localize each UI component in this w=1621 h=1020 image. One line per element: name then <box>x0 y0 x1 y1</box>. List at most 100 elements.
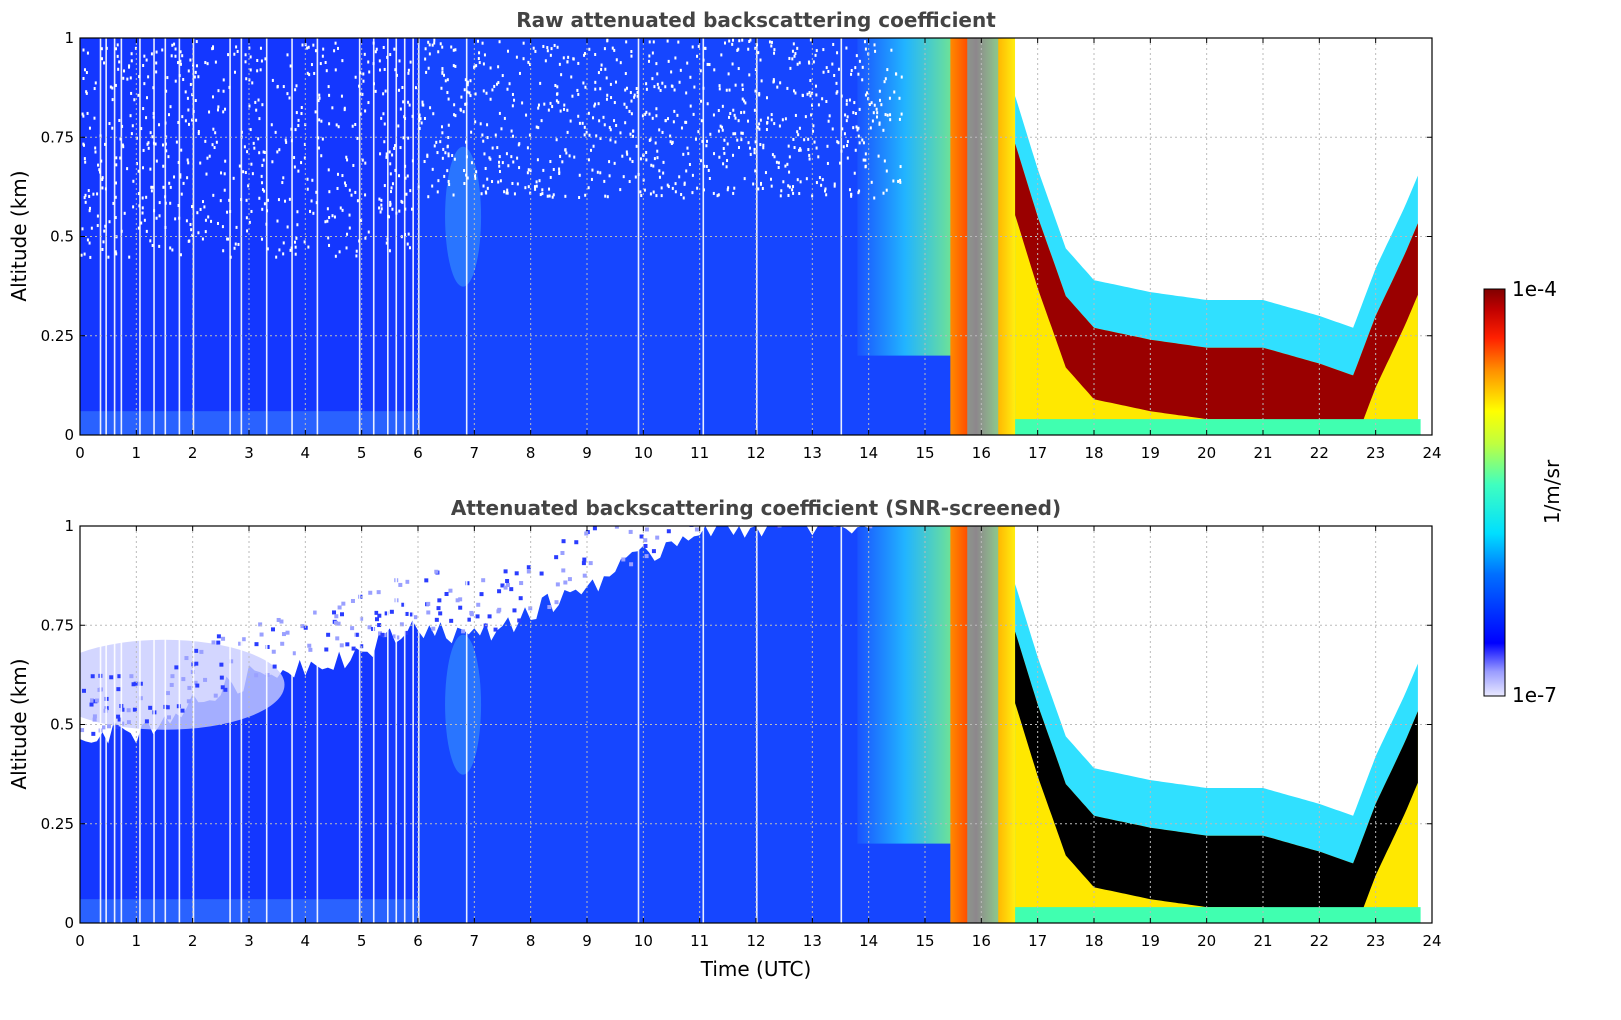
noise-speck <box>451 154 454 158</box>
noise-speck <box>326 219 329 223</box>
noise-speck <box>337 125 340 129</box>
noise-speck <box>862 141 865 145</box>
noise-speck <box>759 182 762 186</box>
noise-speck <box>534 187 537 191</box>
noise-speck <box>447 136 450 140</box>
noise-speck <box>312 43 315 47</box>
noise-speck <box>682 488 686 492</box>
noise-speck <box>558 62 561 66</box>
noise-speck <box>786 162 789 166</box>
noise-speck <box>482 184 485 188</box>
noise-speck <box>474 92 477 96</box>
noise-speck <box>454 114 457 118</box>
noise-speck <box>248 46 251 50</box>
noise-speck <box>479 122 482 126</box>
noise-speck <box>216 640 221 645</box>
noise-speck <box>185 219 188 223</box>
noise-speck <box>477 57 480 61</box>
noise-speck <box>194 98 197 102</box>
noise-speck <box>741 131 744 135</box>
noise-speck <box>614 80 617 84</box>
noise-speck <box>466 617 471 622</box>
noise-speck <box>503 585 508 590</box>
noise-speck <box>782 180 785 184</box>
noise-speck <box>766 121 769 125</box>
noise-speck <box>660 194 663 198</box>
noise-speck <box>866 91 869 95</box>
noise-speck <box>602 115 605 119</box>
noise-speck <box>355 249 358 253</box>
noise-speck <box>858 141 861 145</box>
noise-speck <box>701 139 704 143</box>
noise-speck <box>542 44 545 48</box>
noise-speck <box>781 118 784 122</box>
data-gap-line <box>192 38 195 435</box>
noise-speck <box>83 157 86 161</box>
data-gap-line <box>358 526 361 923</box>
noise-speck <box>619 131 622 135</box>
noise-speck <box>321 137 324 141</box>
noise-speck <box>245 77 248 81</box>
x-tick-label: 23 <box>1366 932 1385 950</box>
noise-speck <box>219 675 224 680</box>
noise-speck <box>486 136 489 140</box>
x-tick-label: 4 <box>301 932 311 950</box>
noise-speck <box>809 94 812 98</box>
noise-speck <box>519 581 524 586</box>
noise-speck <box>549 53 552 57</box>
raw-panel: 0 1 2 3 4 5 6 7 8 9 10 11 12 13 14 15 16 17 18 19 20 21 22 23 24… <box>41 29 1442 462</box>
noise-speck <box>276 150 279 154</box>
noise-speck <box>540 119 543 123</box>
noise-speck <box>889 118 892 122</box>
noise-speck <box>629 91 632 95</box>
noise-speck <box>732 191 735 195</box>
noise-speck <box>645 87 648 91</box>
noise-speck <box>740 131 743 135</box>
noise-speck <box>861 138 864 142</box>
noise-speck <box>393 146 396 150</box>
noise-speck <box>149 239 152 243</box>
noise-speck <box>131 124 134 128</box>
noise-speck <box>187 685 192 690</box>
noise-speck <box>552 193 555 197</box>
noise-speck <box>753 108 756 112</box>
screened-region <box>80 526 869 744</box>
noise-speck <box>584 193 587 197</box>
noise-speck <box>844 113 847 117</box>
noise-speck <box>426 601 431 606</box>
noise-speck <box>435 140 438 144</box>
noise-speck <box>777 166 780 170</box>
noise-speck <box>133 98 136 102</box>
x-tick-label: 22 <box>1310 932 1329 950</box>
noise-speck <box>664 119 667 123</box>
noise-speck <box>222 110 225 114</box>
noise-speck <box>123 69 126 73</box>
noise-speck <box>179 173 182 177</box>
noise-speck <box>625 150 628 154</box>
noise-speck <box>555 138 558 142</box>
noise-speck <box>155 216 158 220</box>
noise-speck <box>814 84 817 88</box>
noise-speck <box>385 155 388 159</box>
noise-speck <box>128 65 131 69</box>
noise-speck <box>341 59 344 63</box>
noise-speck <box>772 78 775 82</box>
noise-speck <box>309 209 312 213</box>
noise-speck <box>772 79 775 83</box>
noise-speck <box>833 182 836 186</box>
noise-speck <box>453 113 456 117</box>
noise-speck <box>723 41 726 45</box>
noise-speck <box>845 99 848 103</box>
noise-speck <box>199 161 202 165</box>
noise-speck <box>818 526 823 529</box>
noise-speck <box>162 185 165 189</box>
noise-speck <box>778 124 781 128</box>
noise-speck <box>246 150 249 154</box>
noise-speck <box>514 571 519 576</box>
x-tick-label: 12 <box>746 932 765 950</box>
data-gap-line <box>153 526 155 923</box>
noise-speck <box>647 59 650 63</box>
noise-speck <box>749 38 752 42</box>
noise-speck <box>842 145 845 149</box>
noise-speck <box>436 606 441 611</box>
